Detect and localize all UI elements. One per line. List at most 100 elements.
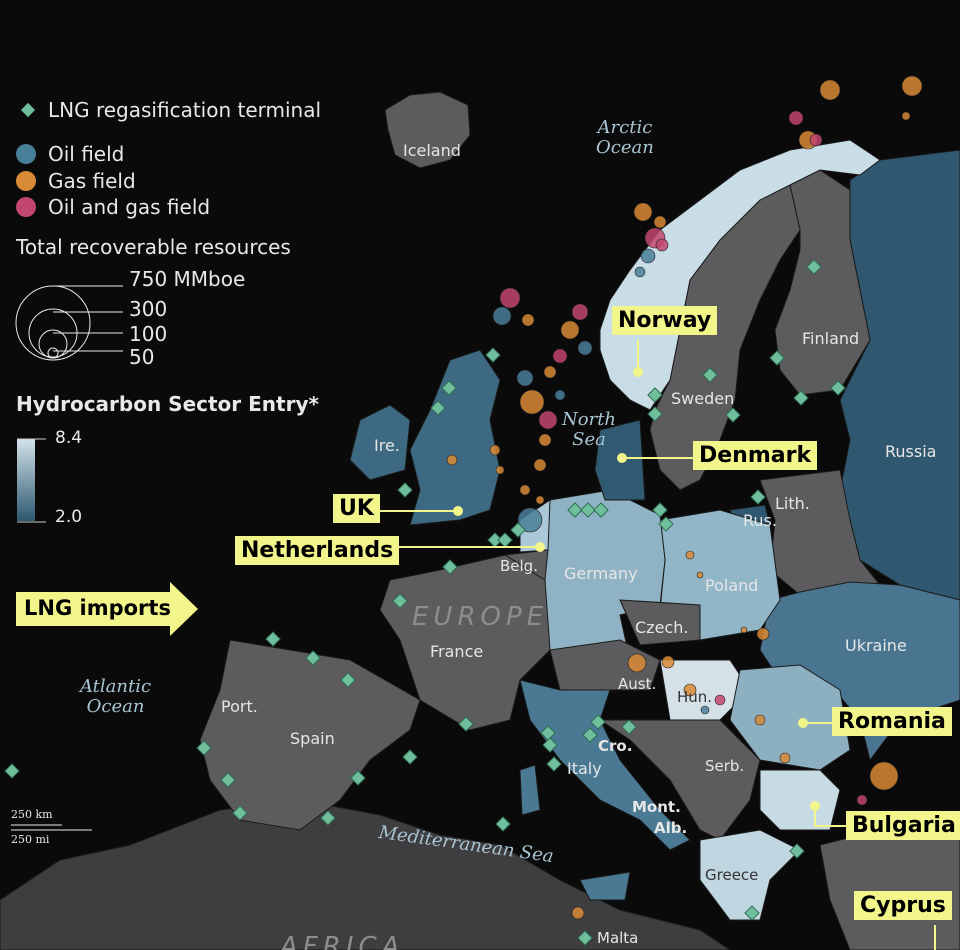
gas-field-marker[interactable] [535, 495, 545, 505]
gas-field-marker[interactable] [521, 313, 535, 327]
lng-terminal-marker[interactable] [542, 737, 558, 753]
oil-gas-field-marker[interactable] [714, 694, 726, 706]
lng-terminal-marker[interactable] [621, 719, 637, 735]
gas-field-marker[interactable] [533, 458, 547, 472]
lng-terminal-marker[interactable] [305, 650, 321, 666]
gas-field-marker[interactable] [495, 465, 505, 475]
lng-terminal-marker[interactable] [593, 502, 609, 518]
oil-gas-field-marker[interactable] [788, 110, 804, 126]
gas-field-marker[interactable] [633, 202, 653, 222]
country-uk[interactable] [409, 349, 501, 526]
lng-terminal-marker[interactable] [320, 810, 336, 826]
lng-terminal-marker[interactable] [647, 406, 663, 422]
lng-terminal-marker[interactable] [744, 905, 760, 921]
lng-terminal-marker[interactable] [580, 502, 596, 518]
lng-terminal-marker[interactable] [485, 347, 501, 363]
oil-field-marker[interactable] [634, 266, 646, 278]
oil-field-marker[interactable] [554, 389, 566, 401]
gas-field-marker[interactable] [756, 627, 770, 641]
oil-field-marker[interactable] [577, 340, 593, 356]
lng-terminal-marker[interactable] [497, 532, 513, 548]
oil-gas-field-marker[interactable] [809, 133, 823, 147]
gas-field-marker[interactable] [901, 111, 911, 121]
lng-terminal-marker[interactable] [4, 763, 20, 779]
callout-bulgaria[interactable]: Bulgaria [846, 811, 960, 840]
lng-terminal-marker[interactable] [196, 740, 212, 756]
lng-terminal-marker[interactable] [577, 930, 593, 946]
country-finland[interactable] [774, 169, 871, 396]
gas-field-marker[interactable] [869, 761, 899, 791]
oil-gas-field-marker[interactable] [552, 348, 568, 364]
lng-terminal-marker[interactable] [652, 502, 668, 518]
oil-gas-field-marker[interactable] [538, 410, 558, 430]
lng-terminal-marker[interactable] [442, 559, 458, 575]
lng-terminal-marker[interactable] [232, 805, 248, 821]
gas-field-marker[interactable] [685, 550, 695, 560]
lng-terminal-marker[interactable] [397, 482, 413, 498]
oil-field-marker[interactable] [492, 306, 512, 326]
gas-field-marker[interactable] [696, 571, 704, 579]
gas-field-marker[interactable] [519, 484, 531, 496]
callout-romania[interactable]: Romania [832, 707, 952, 736]
lng-terminal-marker[interactable] [769, 350, 785, 366]
callout-cyprus[interactable]: Cyprus [854, 891, 952, 920]
lng-terminal-marker[interactable] [702, 367, 718, 383]
country-russia[interactable] [839, 149, 960, 601]
gas-field-marker[interactable] [779, 752, 791, 764]
oil-field-marker[interactable] [640, 248, 656, 264]
lng-terminal-marker[interactable] [441, 380, 457, 396]
gas-field-marker[interactable] [543, 365, 557, 379]
country-romania[interactable] [729, 664, 851, 771]
gas-field-marker[interactable] [819, 79, 841, 101]
lng-terminal-marker[interactable] [495, 816, 511, 832]
callout-netherlands[interactable]: Netherlands [235, 536, 400, 565]
gas-field-marker[interactable] [754, 714, 766, 726]
gas-field-marker[interactable] [446, 454, 458, 466]
lng-terminal-marker[interactable] [793, 390, 809, 406]
lng-terminal-marker[interactable] [392, 593, 408, 609]
lng-terminal-marker[interactable] [430, 400, 446, 416]
gas-field-marker[interactable] [683, 683, 697, 697]
lng-terminal-marker[interactable] [830, 380, 846, 396]
gas-field-marker[interactable] [740, 626, 748, 634]
lng-terminal-marker[interactable] [487, 532, 503, 548]
lng-terminal-marker[interactable] [350, 770, 366, 786]
lng-terminal-marker[interactable] [546, 756, 562, 772]
lng-terminal-marker[interactable] [725, 407, 741, 423]
country-bulgaria[interactable] [759, 769, 841, 831]
gas-field-marker[interactable] [560, 320, 580, 340]
gas-field-marker[interactable] [489, 444, 501, 456]
gas-field-marker[interactable] [571, 906, 585, 920]
lng-terminal-marker[interactable] [582, 727, 598, 743]
oil-field-marker[interactable] [517, 507, 543, 533]
lng-terminal-marker[interactable] [806, 259, 822, 275]
callout-denmark[interactable]: Denmark [693, 441, 818, 470]
oil-field-marker[interactable] [700, 705, 710, 715]
gas-field-marker[interactable] [653, 215, 667, 229]
oil-gas-field-marker[interactable] [655, 238, 669, 252]
lng-terminal-marker[interactable] [750, 489, 766, 505]
oil-field-marker[interactable] [516, 369, 534, 387]
oil-gas-field-marker[interactable] [499, 287, 521, 309]
oil-gas-field-marker[interactable] [856, 794, 868, 806]
country-iceland[interactable] [384, 91, 471, 169]
country-norway[interactable] [599, 139, 881, 411]
lng-terminal-marker[interactable] [789, 843, 805, 859]
lng-terminal-marker[interactable] [658, 516, 674, 532]
gas-field-marker[interactable] [901, 75, 923, 97]
oil-gas-field-marker[interactable] [571, 303, 589, 321]
lng-terminal-marker[interactable] [265, 631, 281, 647]
country-italy[interactable] [519, 679, 691, 851]
callout-uk[interactable]: UK [333, 494, 380, 523]
lng-terminal-marker[interactable] [567, 502, 583, 518]
gas-field-marker[interactable] [661, 655, 675, 669]
gas-field-marker[interactable] [538, 433, 552, 447]
gas-field-marker[interactable] [627, 653, 647, 673]
lng-terminal-marker[interactable] [647, 387, 663, 403]
lng-terminal-marker[interactable] [458, 716, 474, 732]
lng-terminal-marker[interactable] [340, 672, 356, 688]
lng-terminal-marker[interactable] [510, 522, 526, 538]
lng-terminal-marker[interactable] [402, 749, 418, 765]
country-greece[interactable] [699, 829, 801, 921]
lng-terminal-marker[interactable] [540, 725, 556, 741]
